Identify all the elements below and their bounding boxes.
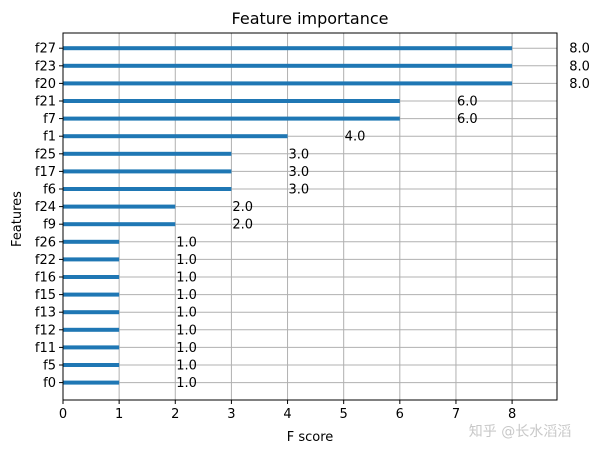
- data-label: 1.0: [176, 253, 197, 268]
- y-tick-label: f11: [35, 341, 56, 356]
- axes-frame: [62, 32, 558, 401]
- plot-background: [63, 33, 557, 400]
- bar: [63, 63, 513, 68]
- bar: [63, 310, 120, 315]
- data-label: 6.0: [457, 112, 478, 127]
- bar: [63, 187, 232, 191]
- y-tick-label: f26: [35, 235, 56, 250]
- y-tick-label: f22: [35, 253, 56, 268]
- y-tick-label: f27: [35, 42, 56, 57]
- y-tick-label: f1: [43, 130, 56, 145]
- bar: [63, 327, 120, 332]
- y-tick-label: f24: [35, 200, 56, 215]
- data-label: 6.0: [457, 95, 478, 110]
- plot-area: 1.0 1.0 1.0 1.0 1.0 1.0 1.0 1.0 1.0 2.0 2.0 3.0 3.0 3…: [35, 32, 590, 422]
- chart-title: Feature importance: [232, 9, 389, 28]
- y-tick-label: f9: [43, 218, 56, 233]
- data-label: 1.0: [176, 341, 197, 356]
- y-tick-label: f12: [35, 323, 56, 338]
- data-label: 1.0: [176, 288, 197, 303]
- y-axis-label: Features: [10, 191, 25, 247]
- bar: [63, 257, 120, 262]
- x-tick-label: 7: [452, 407, 460, 422]
- bar: [63, 99, 400, 103]
- y-tick-label: f5: [43, 359, 56, 374]
- x-tick-label: 2: [171, 407, 179, 422]
- y-tick-label: f6: [43, 183, 56, 198]
- bar: [63, 275, 120, 279]
- y-tick-label: f25: [35, 147, 56, 162]
- data-label: 2.0: [232, 200, 253, 215]
- y-tick-label: f15: [35, 288, 56, 303]
- bar: [63, 363, 120, 367]
- x-tick-label: 4: [283, 407, 291, 422]
- y-tick-label: f13: [35, 306, 56, 321]
- y-tick-label: f7: [43, 112, 56, 127]
- data-label: 3.0: [289, 183, 310, 198]
- bar: [63, 81, 513, 86]
- x-tick-label: 1: [115, 407, 123, 422]
- y-tick-label: f21: [35, 95, 56, 110]
- data-label: 3.0: [289, 147, 310, 162]
- data-label: 1.0: [176, 323, 197, 338]
- watermark-text: 知乎 @长水滔滔: [469, 423, 571, 440]
- data-label: 8.0: [569, 59, 590, 74]
- data-label: 1.0: [176, 359, 197, 374]
- y-tick-label: f0: [43, 376, 56, 391]
- bar: [63, 134, 288, 139]
- data-label: 8.0: [569, 42, 590, 57]
- y-tick-label: f17: [35, 165, 56, 180]
- bar: [63, 222, 176, 227]
- bar: [63, 345, 120, 350]
- data-label: 3.0: [289, 165, 310, 180]
- x-axis-label: F score: [287, 430, 334, 445]
- bar: [63, 151, 232, 156]
- bar: [63, 239, 120, 244]
- data-label: 4.0: [345, 130, 366, 145]
- data-label: 8.0: [569, 77, 590, 92]
- bar: [63, 380, 120, 385]
- bar: [63, 292, 120, 297]
- data-label: 1.0: [176, 306, 197, 321]
- bar: [63, 116, 400, 121]
- bar: [63, 204, 176, 209]
- bar: [63, 169, 232, 174]
- x-tick-label: 0: [59, 407, 67, 422]
- data-label: 1.0: [176, 271, 197, 286]
- x-tick-label: 8: [508, 407, 516, 422]
- y-tick-label: f20: [35, 77, 56, 92]
- x-tick-label: 6: [396, 407, 404, 422]
- data-label: 1.0: [176, 376, 197, 391]
- bar: [63, 46, 513, 51]
- data-label: 1.0: [176, 235, 197, 250]
- x-tick-label: 5: [340, 407, 348, 422]
- data-label: 2.0: [232, 218, 253, 233]
- y-tick-label: f16: [35, 271, 56, 286]
- y-tick-label: f23: [35, 59, 56, 74]
- x-tick-label: 3: [227, 407, 235, 422]
